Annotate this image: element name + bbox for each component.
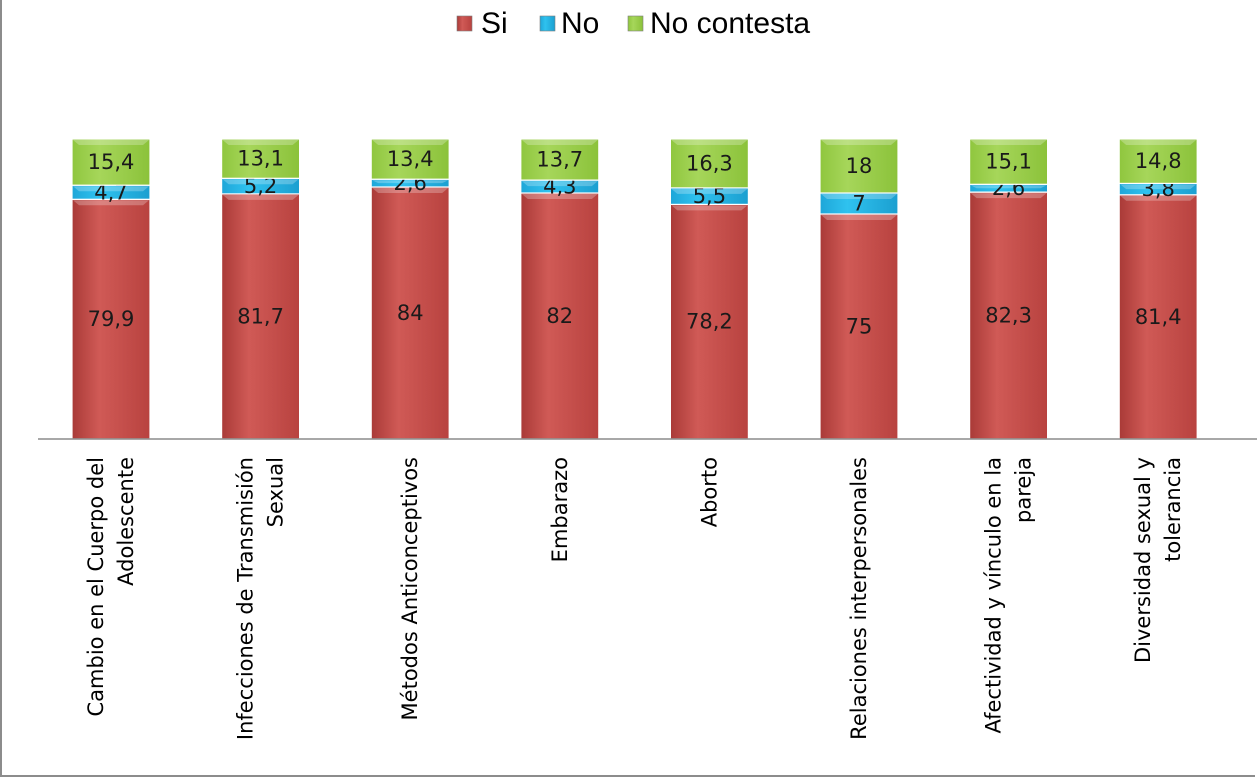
bars-group: 79,94,715,4 81,75,213,1 842,613,4 824,313,7… [71,138,1198,440]
bar-bevel-1-4 [671,188,748,194]
bar-bevel-1-3 [521,181,598,187]
bar-segment-si-2 [370,186,450,440]
bar-bevel-0-0 [73,200,149,206]
data-label-no-contesta-0: 15,4 [88,150,135,174]
bar-stack-7: 81,43,814,8 [1118,138,1198,440]
bar-bevel-1-1 [222,179,299,185]
bar-segment-no-contesta-3 [520,138,600,181]
bar-bevel-2-2 [372,140,449,145]
bar-segment-si-5 [819,213,899,440]
bar-stack-0: 79,94,715,4 [71,138,151,440]
bar-bevel-0-1 [222,194,299,200]
bar-bevel-2-5 [821,140,897,145]
bar-segment-no-contesta-1 [221,138,301,179]
legend-label-0: Si [481,7,508,40]
bar-bevel-1-0 [73,186,149,192]
bar-segment-no-contesta-7 [1118,138,1198,185]
bar-segment-no-contesta-2 [370,138,450,180]
bar-bevel-0-2 [372,188,449,193]
bar-stack-4: 78,25,516,3 [669,138,750,440]
data-label-si-1: 81,7 [237,304,284,328]
bar-bevel-1-2 [372,180,449,184]
bar-bevel-0-6 [970,193,1047,199]
data-label-no-contesta-3: 13,7 [536,148,583,172]
category-label-5-line-0: Relaciones interpersonales [847,457,871,740]
bar-bevel-2-0 [73,140,149,145]
category-label-0-line-1: Adolescente [114,457,138,586]
legend: Si No No contesta [456,7,810,40]
category-label-1-line-1: Sexual [264,457,288,527]
category-label-3-line-0: Embarazo [548,457,572,562]
bar-stack-3: 824,313,7 [520,138,600,440]
bar-segment-no-contesta-6 [968,138,1049,185]
category-label-6-line-0: Afectividad y vínculo en la [982,457,1006,734]
bar-segment-no-contesta-0 [71,138,151,186]
bar-bevel-0-5 [821,215,897,220]
bar-bevel-0-3 [521,194,598,199]
data-label-no-contesta-1: 13,1 [237,147,284,171]
category-label-1-line-0: Infecciones de Transmisión [234,457,258,740]
data-label-no-5: 7 [852,192,865,216]
bar-bevel-0-7 [1120,195,1197,201]
data-label-si-5: 75 [846,315,873,339]
category-label-7-line-0: Diversidad sexual y [1131,457,1155,663]
bar-bevel-0-4 [671,205,748,211]
data-label-no-contesta-7: 14,8 [1135,149,1182,173]
bar-segment-no-contesta-5 [819,138,899,194]
bar-segment-si-3 [520,192,600,440]
bar-bevel-2-7 [1120,140,1197,145]
data-label-si-3: 82 [546,304,573,328]
legend-label-1: No [561,7,599,40]
bar-bevel-2-4 [671,140,748,145]
data-label-si-7: 81,4 [1135,305,1182,329]
bar-bevel-2-1 [222,140,299,145]
category-label-0-line-0: Cambio en el Cuerpo del [84,457,108,716]
legend-swatch-1 [539,15,556,32]
bar-bevel-2-3 [521,140,598,145]
bar-stack-5: 75 7 18 [819,138,899,440]
legend-swatch-2 [627,15,644,32]
bar-bevel-1-7 [1120,184,1197,190]
category-label-6-line-1: pareja [1012,457,1036,523]
bar-bevel-2-6 [970,140,1047,145]
category-labels: Cambio en el Cuerpo del Adolescente Infecc… [84,457,1185,740]
data-label-no-contesta-2: 13,4 [387,147,434,171]
data-label-si-6: 82,3 [985,304,1032,328]
bar-segment-si-7 [1118,194,1198,440]
data-label-no-contesta-4: 16,3 [686,151,733,175]
bar-stack-6: 82,32,615,1 [968,138,1049,440]
data-label-no-contesta-6: 15,1 [985,150,1032,174]
data-label-si-2: 84 [397,301,424,325]
bar-stack-1: 81,75,213,1 [221,138,301,440]
category-label-7-line-1: tolerancia [1161,457,1185,562]
data-label-no-contesta-5: 18 [846,154,873,178]
bar-bevel-1-5 [821,194,897,199]
bar-segment-no-contesta-4 [669,138,750,189]
bar-bevel-1-6 [970,185,1047,189]
category-label-4-line-0: Aborto [697,457,721,527]
bar-stack-2: 842,613,4 [370,138,450,440]
category-label-2-line-0: Métodos Anticonceptivos [398,457,422,720]
bar-segment-si-6 [968,191,1049,440]
data-label-si-0: 79,9 [88,307,135,331]
legend-swatch-0 [456,15,473,32]
data-label-si-4: 78,2 [686,310,733,334]
legend-label-2: No contesta [650,7,810,40]
bar-segment-si-0 [71,198,151,440]
